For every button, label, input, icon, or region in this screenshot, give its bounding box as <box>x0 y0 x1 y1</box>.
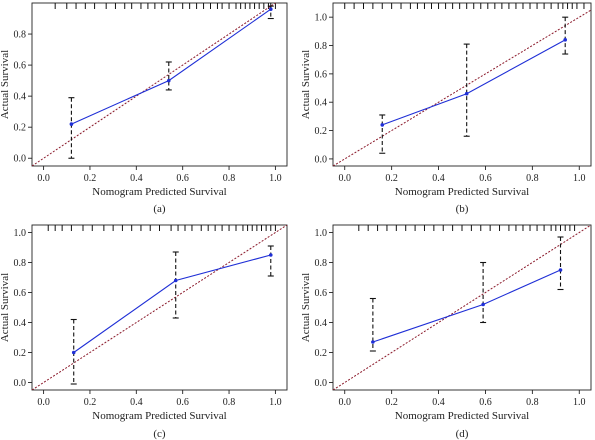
x-tick-label: 0.4 <box>130 397 143 408</box>
y-tick-label: 0.2 <box>315 126 328 137</box>
x-tick-label: 0.6 <box>176 173 189 184</box>
plot-area <box>32 3 277 166</box>
y-tick-label: 0.4 <box>14 318 27 329</box>
panel-label: (c) <box>153 428 166 440</box>
y-tick-label: 1.0 <box>14 228 27 239</box>
calibration-line <box>73 254 271 353</box>
y-tick-label: 0.0 <box>315 378 328 389</box>
x-tick-label: 0.0 <box>338 397 351 408</box>
x-tick-label: 0.0 <box>37 397 50 408</box>
x-tick-label: 1.0 <box>573 173 586 184</box>
calibration-point <box>563 38 567 42</box>
x-axis-title: Nomogram Predicted Survival <box>395 410 529 422</box>
panel-label: (d) <box>456 428 469 440</box>
calibration-point <box>173 278 178 283</box>
y-tick-label: 0.4 <box>315 98 328 109</box>
x-tick-label: 0.2 <box>84 397 97 408</box>
plot-frame <box>332 2 592 167</box>
calibration-line <box>382 39 566 126</box>
y-tick-label: 0.6 <box>315 288 328 299</box>
x-axis-title: Nomogram Predicted Survival <box>395 186 529 198</box>
x-axis-title: Nomogram Predicted Survival <box>92 186 226 198</box>
x-axis-title: Nomogram Predicted Survival <box>92 410 226 422</box>
y-tick-label: 0.6 <box>14 61 27 72</box>
x-tick-label: 1.0 <box>269 173 282 184</box>
y-tick-label: 0.0 <box>315 154 328 165</box>
calibration-point <box>481 302 485 307</box>
panel-label: (a) <box>153 203 166 215</box>
y-axis-title: Actual Survival <box>0 50 11 119</box>
y-tick-label: 0.2 <box>14 348 27 359</box>
chart-panel-1: 0.0 0.2 0.4 0.6 0.8 1.0 0.0 0.2 0.4 0.6 0.8 Nomogra… <box>0 2 288 215</box>
x-tick-label: 0.8 <box>223 397 236 408</box>
x-tick-label: 0.4 <box>432 173 445 184</box>
calibration-point <box>464 91 469 96</box>
ideal-line <box>333 225 591 390</box>
x-tick-label: 0.8 <box>223 173 236 184</box>
y-tick-label: 0.4 <box>315 318 328 329</box>
plot-area <box>32 225 287 390</box>
y-tick-label: 1.0 <box>315 228 328 239</box>
y-tick-label: 0.2 <box>14 123 27 134</box>
y-tick-label: 0.8 <box>315 258 328 269</box>
y-tick-label: 0.8 <box>315 41 328 52</box>
y-tick-label: 0.0 <box>14 154 27 165</box>
x-tick-label: 0.4 <box>432 397 445 408</box>
chart-panel-3: 0.0 0.2 0.4 0.6 0.8 1.0 0.0 0.2 0.4 0.6 0.8 1.0 Nomo… <box>0 224 288 440</box>
x-tick-label: 0.6 <box>176 397 189 408</box>
ideal-line <box>333 9 591 166</box>
y-tick-label: 0.8 <box>14 258 27 269</box>
ideal-line <box>32 3 277 166</box>
x-tick-label: 0.2 <box>385 173 398 184</box>
calibration-point <box>71 350 76 355</box>
calibration-point <box>268 7 273 12</box>
x-tick-label: 0.8 <box>526 173 539 184</box>
chart-panel-4: 0.0 0.2 0.4 0.6 0.8 1.0 0.0 0.2 0.4 0.6 0.8 1.0 Nomo… <box>300 224 592 440</box>
x-tick-label: 0.4 <box>130 173 143 184</box>
y-tick-label: 0.4 <box>14 92 27 103</box>
x-tick-label: 0.6 <box>479 397 492 408</box>
x-tick-label: 0.2 <box>84 173 97 184</box>
x-tick-label: 0.0 <box>338 173 351 184</box>
x-tick-label: 1.0 <box>573 397 586 408</box>
plot-frame <box>31 2 288 167</box>
panel-label: (b) <box>456 203 469 215</box>
plot-area <box>333 3 591 166</box>
ideal-line <box>32 225 287 390</box>
y-tick-label: 1.0 <box>315 13 328 24</box>
y-axis-title: Actual Survival <box>300 50 312 119</box>
y-axis-title: Actual Survival <box>300 273 312 342</box>
x-tick-label: 0.8 <box>526 397 539 408</box>
plot-area <box>333 225 591 390</box>
calibration-point <box>558 268 563 272</box>
x-tick-label: 0.2 <box>385 397 398 408</box>
x-tick-label: 1.0 <box>269 397 282 408</box>
calibration-point <box>166 78 171 83</box>
calibration-point <box>268 253 273 257</box>
calibration-line <box>372 269 561 343</box>
calibration-point <box>380 123 385 127</box>
y-tick-label: 0.6 <box>14 288 27 299</box>
calibration-point <box>69 122 74 126</box>
y-tick-label: 0.6 <box>315 69 328 80</box>
x-tick-label: 0.6 <box>479 173 492 184</box>
calibration-point <box>371 340 375 344</box>
calibration-line <box>71 8 272 125</box>
y-tick-label: 0.8 <box>14 30 27 41</box>
chart-panel-2: 0.0 0.2 0.4 0.6 0.8 1.0 0.0 0.2 0.4 0.6 0.8 1.0 Nomo… <box>300 2 592 215</box>
y-axis-title: Actual Survival <box>0 273 11 342</box>
y-tick-label: 0.0 <box>14 378 27 389</box>
y-tick-label: 0.2 <box>315 348 328 359</box>
x-tick-label: 0.0 <box>37 173 50 184</box>
